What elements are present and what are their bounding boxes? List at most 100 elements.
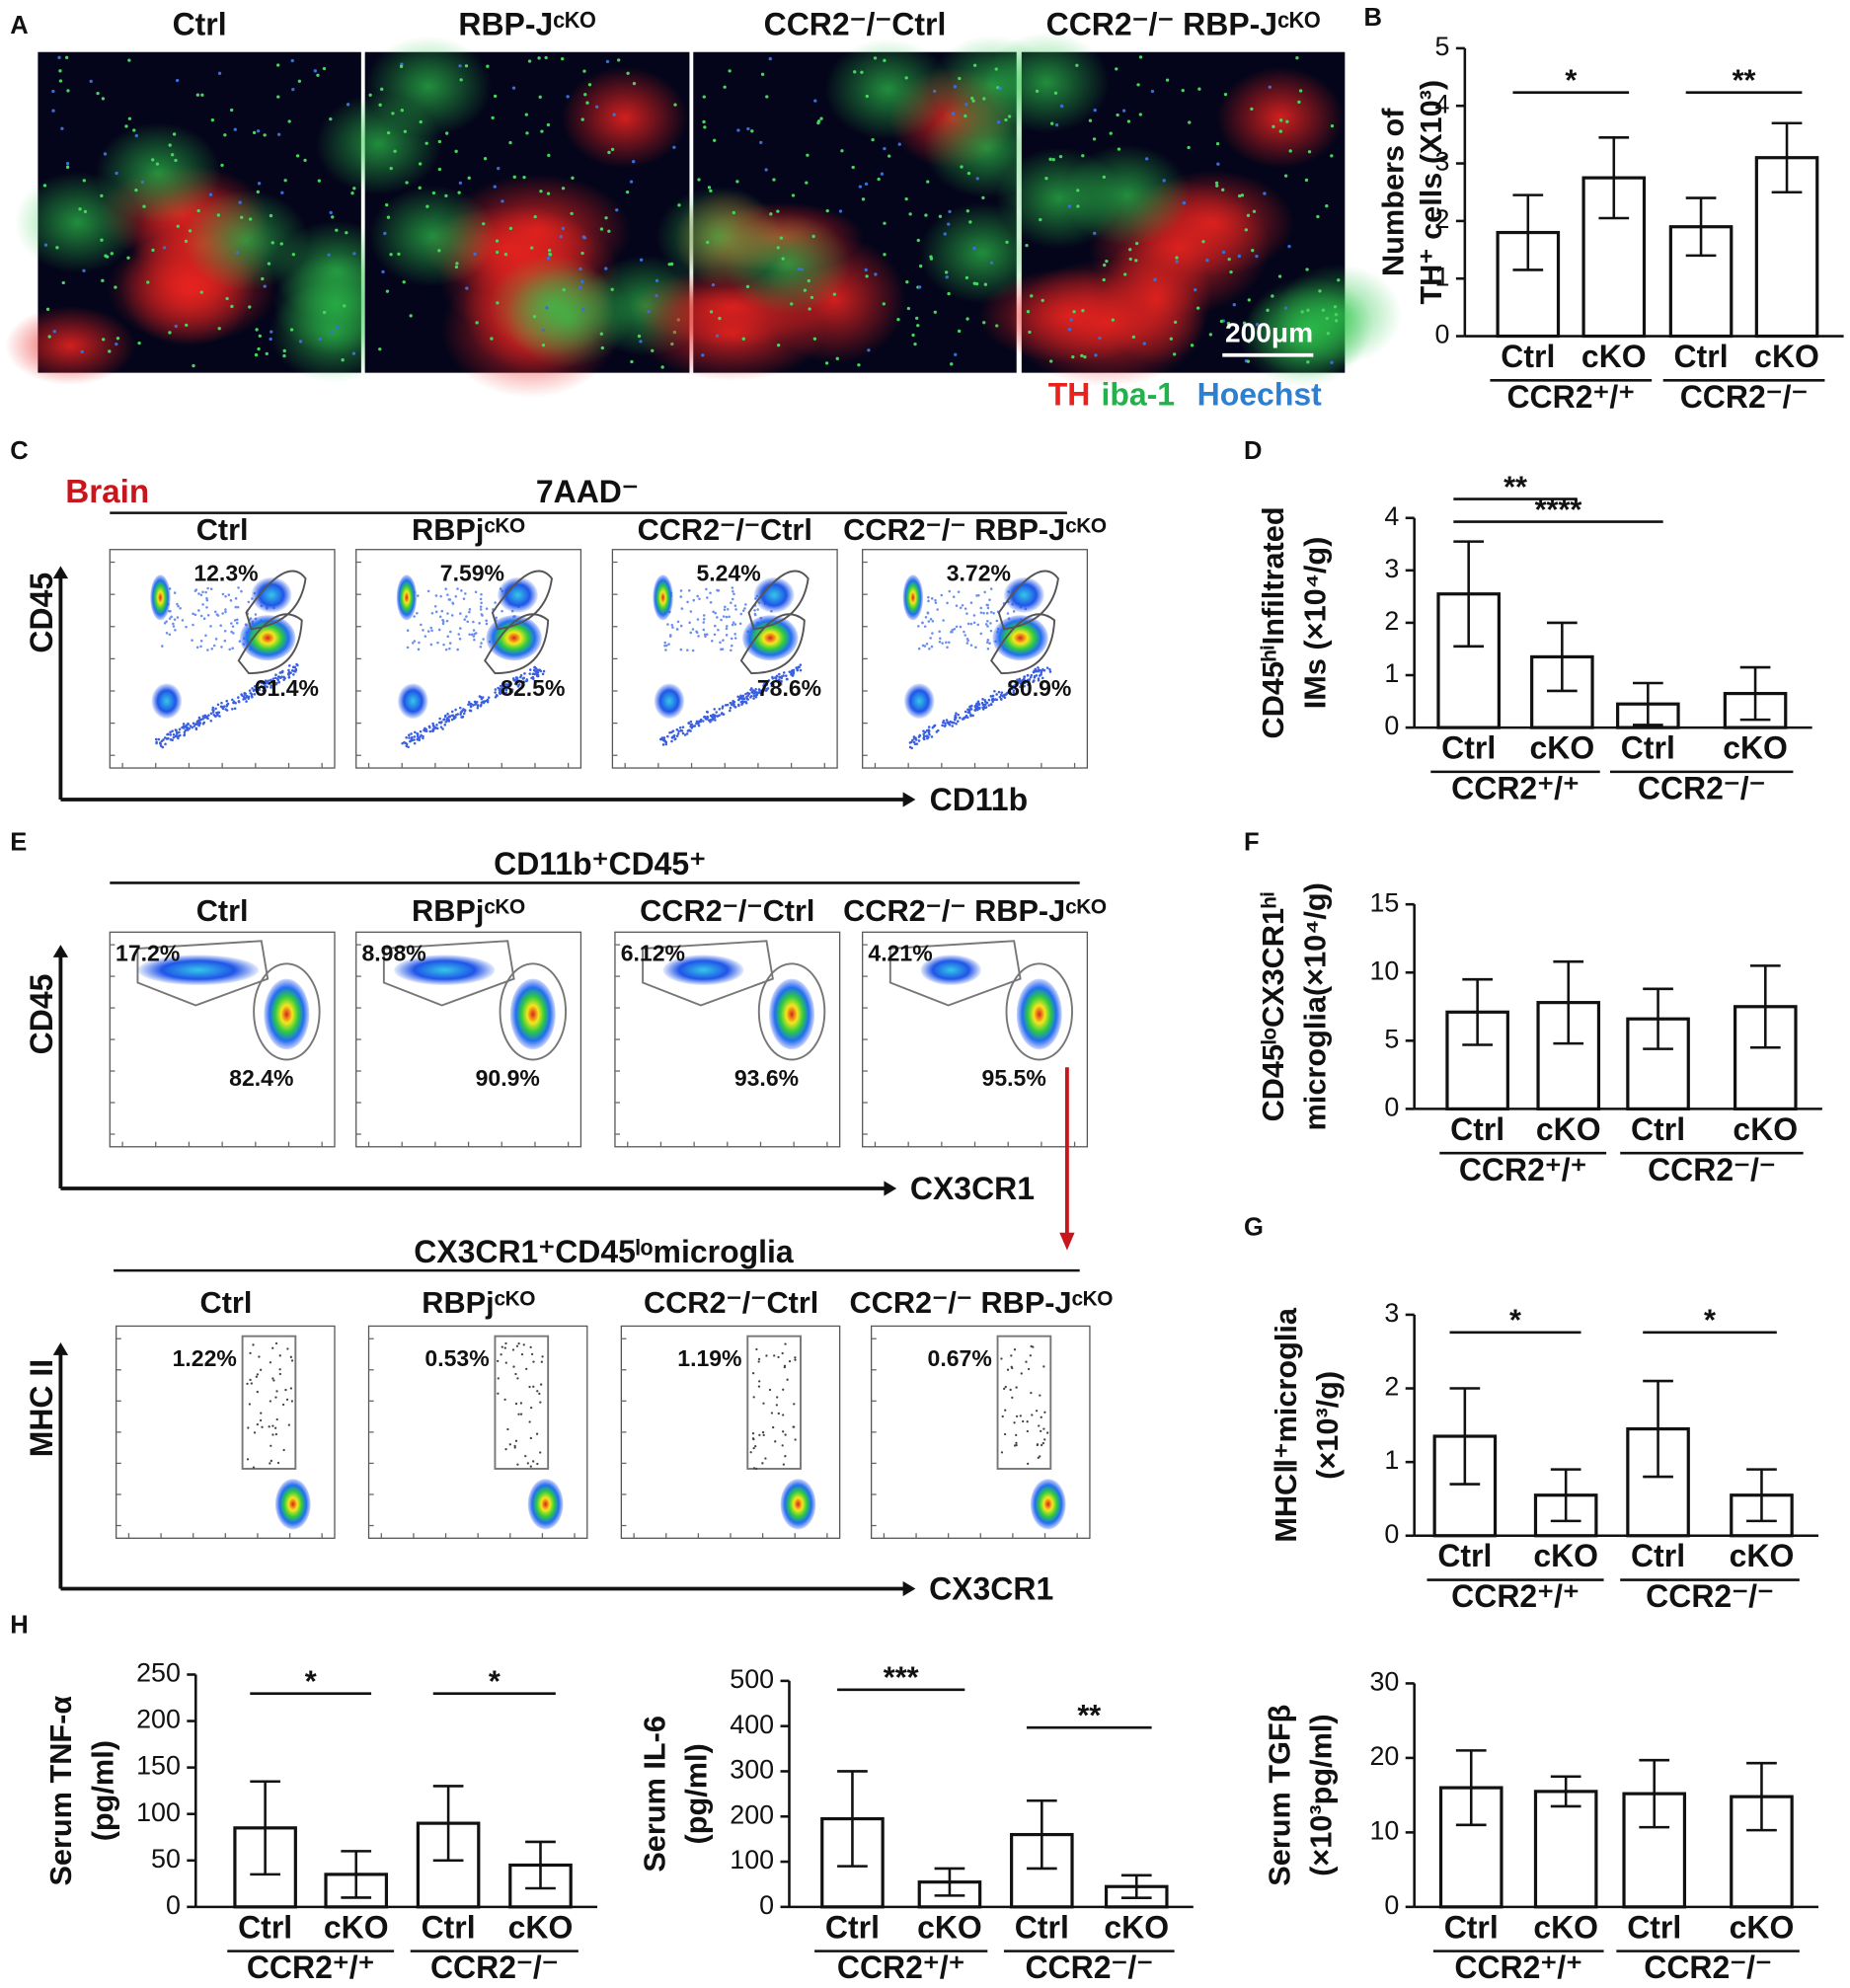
event (456, 587, 459, 590)
label: CD45ʰⁱInfiltrated (1256, 506, 1290, 738)
event (163, 622, 167, 625)
cell (765, 95, 769, 99)
label: ** (1733, 63, 1756, 98)
event (504, 1341, 507, 1345)
event (679, 589, 683, 592)
cell (1053, 91, 1058, 95)
event (290, 1400, 294, 1403)
event (496, 694, 499, 698)
event (220, 646, 223, 649)
event (688, 621, 691, 625)
cell (975, 177, 979, 181)
event (275, 1390, 278, 1393)
label: 4.21% (868, 940, 932, 965)
event (463, 709, 467, 712)
cell (405, 181, 409, 185)
event (985, 701, 989, 705)
event (171, 738, 174, 741)
event (933, 724, 937, 727)
cell (776, 246, 780, 250)
event (449, 630, 452, 634)
event (964, 716, 967, 719)
event (711, 640, 714, 643)
cell (764, 168, 768, 172)
event (161, 745, 165, 749)
event (661, 743, 665, 746)
event (687, 588, 691, 592)
cell (1307, 150, 1312, 154)
event (202, 721, 206, 725)
event (755, 1467, 758, 1471)
event (462, 712, 466, 716)
event (197, 716, 201, 720)
event (448, 715, 452, 718)
event (924, 615, 928, 619)
cell (503, 253, 508, 257)
cell (1072, 310, 1076, 314)
flow-plot (109, 549, 336, 769)
event (765, 1354, 768, 1357)
event (731, 586, 734, 589)
cell (1116, 113, 1119, 117)
gate (990, 613, 1056, 675)
label: Ctrl (1015, 1909, 1069, 1945)
th-stain (561, 67, 688, 169)
cell (1093, 108, 1097, 113)
event (752, 1396, 755, 1399)
event (754, 1444, 757, 1448)
event (1019, 1415, 1022, 1417)
event (940, 593, 944, 597)
cell (172, 132, 177, 136)
event (966, 708, 969, 712)
event (666, 734, 669, 738)
event (524, 1454, 527, 1458)
event (679, 648, 683, 651)
event (955, 712, 958, 715)
label: iba-1 (1101, 376, 1175, 412)
event (264, 689, 267, 692)
label: 95.5% (982, 1065, 1046, 1091)
event (246, 1382, 249, 1386)
event (981, 698, 984, 701)
event (750, 687, 753, 690)
cell (561, 57, 565, 61)
cell (58, 79, 63, 83)
event (716, 588, 719, 592)
event (686, 600, 689, 604)
event (274, 673, 277, 676)
cell (906, 306, 911, 311)
error-bar (1749, 964, 1781, 1049)
error-bar (1746, 1761, 1777, 1832)
event (939, 637, 942, 641)
event (526, 1462, 529, 1465)
event (498, 691, 501, 695)
cell (971, 99, 975, 103)
label: Ctrl (1444, 1909, 1499, 1945)
event (761, 693, 764, 697)
cell (561, 187, 566, 191)
error-bar (1120, 1873, 1152, 1899)
cell (1337, 278, 1341, 282)
event (936, 608, 939, 611)
event (494, 691, 497, 694)
event (269, 1400, 272, 1403)
cell (1205, 259, 1209, 263)
event (1011, 684, 1015, 688)
event (457, 633, 461, 636)
cell (578, 285, 582, 290)
event (754, 688, 757, 691)
event (231, 698, 234, 702)
cell (57, 55, 61, 60)
event (197, 721, 200, 724)
cell (570, 211, 574, 216)
flow-plot (611, 549, 838, 769)
cell (276, 95, 280, 99)
label: 300 (730, 1755, 774, 1785)
cell (1142, 342, 1146, 345)
event (955, 604, 959, 607)
event (723, 608, 727, 611)
event (480, 613, 484, 616)
cell (1215, 141, 1220, 146)
label: 7AAD⁻ (536, 474, 639, 509)
cell (287, 119, 291, 123)
